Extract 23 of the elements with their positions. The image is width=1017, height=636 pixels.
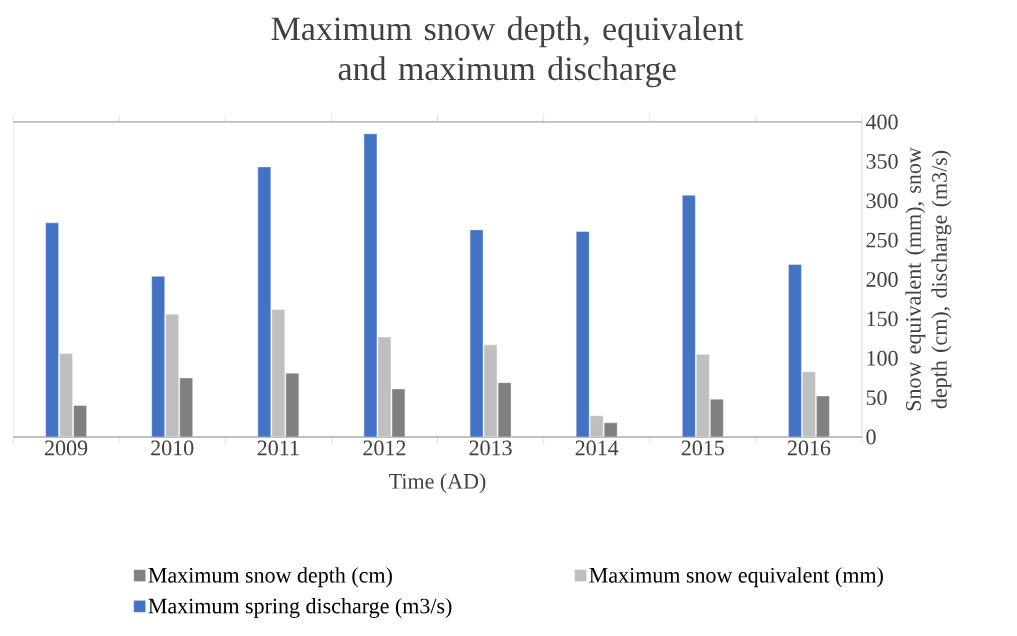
x-tick-label: 2009 — [45, 440, 88, 456]
x-tick-label: 2016 — [787, 440, 831, 456]
x-tick-label: 2015 — [681, 440, 724, 456]
y-tick-label: 200 — [866, 272, 898, 287]
y-tick-label: 400 — [865, 114, 898, 130]
x-axis-title: Time (AD) — [389, 473, 486, 494]
legend-label: Maximum snow equivalent (mm) — [589, 567, 883, 588]
chart-title: Maximum snow depth, equivalent and maximum discharge — [271, 16, 744, 88]
x-tick-label: 2010 — [151, 440, 194, 456]
x-tick-label: 2011 — [257, 440, 299, 456]
x-tick-label: 2013 — [469, 440, 512, 456]
y-tick-label: 150 — [867, 311, 898, 327]
x-tick-label: 2014 — [575, 440, 619, 456]
y-tick-label: 350 — [866, 153, 898, 169]
legend-label: Maximum snow depth (cm) — [148, 567, 392, 588]
y-tick-label: 100 — [867, 350, 898, 366]
y-tick-label: 300 — [866, 193, 898, 209]
legend-label: Maximum spring discharge (m3/s) — [148, 597, 452, 618]
y-tick-label: 50 — [866, 390, 887, 406]
y-axis-title: Snow equivalent (mm), snow depth (cm), discharge (m3/s) — [905, 147, 952, 411]
y-tick-label: 250 — [866, 232, 898, 248]
x-tick-label: 2012 — [363, 440, 406, 456]
y-tick-label: 0 — [866, 429, 876, 445]
